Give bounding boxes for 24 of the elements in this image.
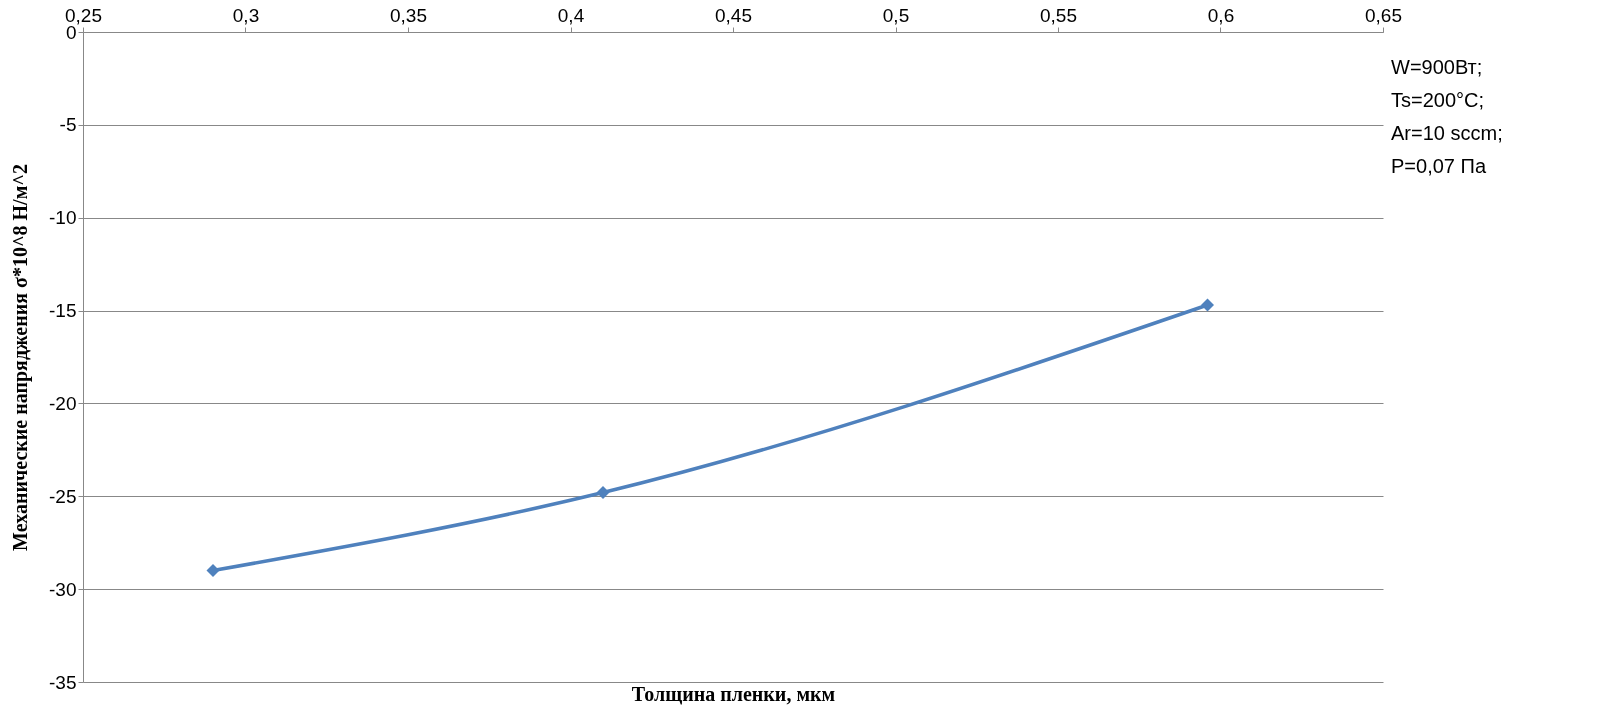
point	[1200, 298, 1215, 312]
y-tick-label: -25	[49, 485, 77, 507]
point	[596, 486, 610, 500]
x-tick-label: 0,5	[882, 4, 910, 26]
y-tick-label: -35	[49, 671, 77, 693]
y-tick-label: -20	[49, 392, 77, 414]
x-tick-label: 0,55	[1040, 4, 1077, 26]
x-tick-label: 0,4	[557, 4, 585, 26]
x-tick-label: 0,35	[390, 4, 427, 26]
text: Ar=10 sccm;	[1391, 122, 1503, 144]
y-tick-label: -5	[59, 114, 77, 136]
y-tick-label: -10	[49, 207, 77, 229]
y-axis-title: Механические напряджения σ*10^8 Н/м^2	[9, 164, 33, 551]
text: P=0,07 Па	[1391, 155, 1487, 177]
x-axis-title: Толщина пленки, мкм	[631, 682, 836, 705]
text: W=900Вт;	[1391, 56, 1483, 78]
x-tick-label: 0,65	[1365, 4, 1402, 26]
y-tick-label: -30	[49, 578, 77, 600]
text: Ts=200°C;	[1391, 89, 1485, 111]
y-tick-label: -15	[49, 300, 77, 322]
x-tick-label: 0,45	[715, 4, 752, 26]
point	[206, 564, 220, 578]
x-tick-label: 0,3	[232, 4, 260, 26]
x-tick-label: 0,6	[1207, 4, 1235, 26]
